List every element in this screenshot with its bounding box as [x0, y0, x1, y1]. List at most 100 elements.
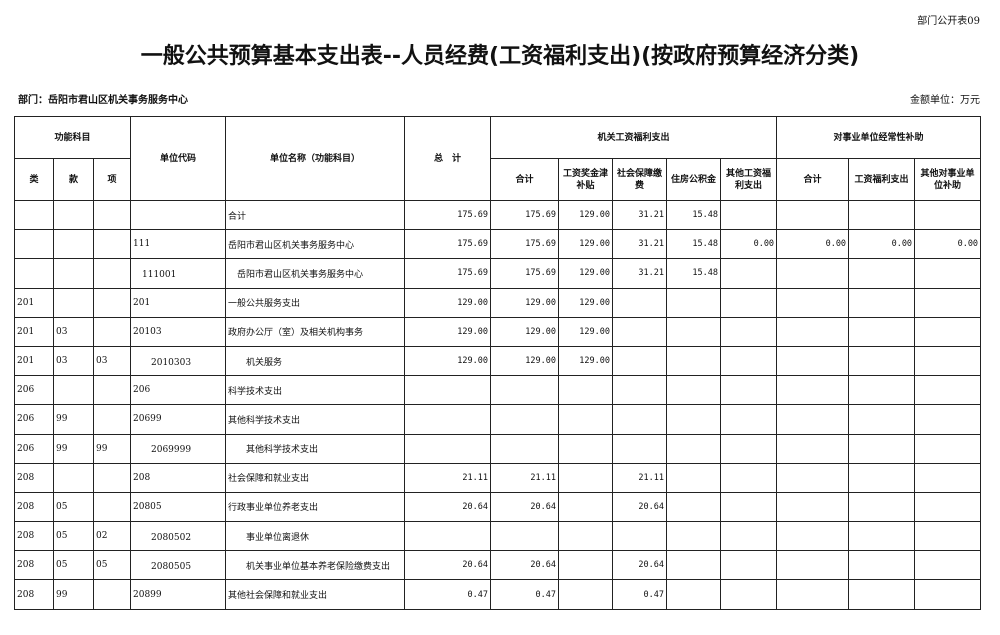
table-cell: [719, 404, 778, 435]
table-cell: 206: [14, 375, 54, 406]
table-cell: [914, 550, 982, 581]
table-cell: [558, 462, 613, 493]
unit-label: 金额单位：万元: [910, 95, 980, 106]
header-g1: 社会保障缴费: [612, 158, 667, 201]
table-cell: [848, 258, 916, 289]
table-cell: [558, 579, 613, 610]
table-cell: [914, 462, 982, 493]
table-cell: 03: [93, 345, 131, 377]
table-cell: 2069999: [130, 433, 226, 464]
table-cell: 129.00: [558, 258, 613, 289]
table-cell: [776, 433, 850, 464]
table-row: 201 03 03 2010303 机关服务 129.00 129.00 129.00: [14, 345, 982, 377]
table-cell: 208: [14, 579, 54, 610]
table-cell: 99: [53, 579, 94, 610]
table-cell: [914, 579, 982, 610]
table-cell: [848, 579, 916, 610]
table-cell: [719, 579, 778, 610]
table-cell: 05: [53, 491, 94, 523]
table-cell: 201: [14, 316, 54, 347]
header-func: 功能科目: [14, 116, 131, 159]
table-cell: 20.64: [404, 491, 491, 523]
table-cell: [558, 491, 613, 523]
table-cell: [666, 287, 721, 318]
table-cell: 129.00: [558, 229, 613, 260]
header-g1: 合计: [490, 158, 559, 201]
table-cell: [776, 345, 850, 377]
table-cell: 206: [130, 375, 226, 406]
table-row: 111 岳阳市君山区机关事务服务中心 175.69 175.69 129.00 31.21…: [14, 229, 982, 260]
table-cell: 其他科学技术支出: [225, 404, 405, 435]
table-cell: 208: [14, 550, 54, 581]
table-cell: 0.00: [914, 229, 982, 260]
table-cell: 20.64: [404, 550, 491, 581]
header-g1: 工资奖金津补贴: [558, 158, 613, 201]
table-cell: [612, 521, 667, 552]
table-cell: [404, 433, 491, 464]
header-total: 总 计: [404, 116, 491, 201]
table-cell: [666, 404, 721, 435]
table-cell: 05: [53, 521, 94, 552]
table-cell: [93, 491, 131, 523]
table-cell: 175.69: [404, 258, 491, 289]
table-cell: [130, 199, 226, 231]
table-cell: 31.21: [612, 258, 667, 289]
table-cell: [93, 375, 131, 406]
table-cell: 31.21: [612, 199, 667, 231]
table-cell: 206: [14, 433, 54, 464]
table-row: 206 99 99 2069999 其他科学技术支出: [14, 433, 982, 464]
table-cell: [93, 199, 131, 231]
table-cell: 111: [130, 229, 226, 260]
budget-table: 功能科目 单位代码 单位名称（功能科目） 总 计 机关工资福利支出 对事业单位经…: [14, 116, 982, 610]
table-cell: [612, 433, 667, 464]
table-cell: [719, 199, 778, 231]
form-code: 部门公开表09: [917, 16, 980, 27]
table-cell: 21.11: [612, 462, 667, 493]
table-cell: 175.69: [490, 199, 559, 231]
table-cell: 机关事业单位基本养老保险缴费支出: [225, 550, 405, 581]
table-cell: [719, 462, 778, 493]
table-cell: [776, 550, 850, 581]
page-title: 一般公共预算基本支出表--人员经费(工资福利支出)(按政府预算经济分类): [140, 44, 860, 69]
table-cell: [404, 521, 491, 552]
table-cell: 社会保障和就业支出: [225, 462, 405, 493]
table-cell: 208: [14, 462, 54, 493]
table-cell: [14, 199, 54, 231]
table-cell: 其他科学技术支出: [225, 433, 405, 464]
table-cell: [719, 521, 778, 552]
table-cell: 事业单位离退休: [225, 521, 405, 552]
table-cell: [612, 345, 667, 377]
table-cell: [848, 199, 916, 231]
table-cell: [666, 462, 721, 493]
table-cell: [848, 521, 916, 552]
table-row: 208 05 02 2080502 事业单位离退休: [14, 521, 982, 552]
table-cell: [53, 287, 94, 318]
table-row: 合计 175.69 175.69 129.00 31.21 15.48: [14, 199, 982, 231]
table-cell: [914, 287, 982, 318]
table-cell: 合计: [225, 199, 405, 231]
table-row: 111001 岳阳市君山区机关事务服务中心 175.69 175.69 129.00 3…: [14, 258, 982, 289]
table-cell: [776, 258, 850, 289]
table-cell: 一般公共服务支出: [225, 287, 405, 318]
table-cell: [776, 404, 850, 435]
table-cell: [612, 404, 667, 435]
table-cell: [914, 199, 982, 231]
table-cell: [53, 462, 94, 493]
header-group1: 机关工资福利支出: [489, 116, 778, 159]
table-cell: [490, 404, 559, 435]
table-row: 206 206 科学技术支出: [14, 375, 982, 406]
table-cell: 208: [130, 462, 226, 493]
table-cell: [848, 491, 916, 523]
table-cell: [666, 550, 721, 581]
table-cell: [914, 258, 982, 289]
table-cell: [490, 521, 559, 552]
table-cell: [612, 316, 667, 347]
table-cell: [558, 521, 613, 552]
table-cell: [612, 375, 667, 406]
table-cell: 129.00: [558, 287, 613, 318]
table-cell: [666, 316, 721, 347]
table-cell: [666, 521, 721, 552]
table-cell: [666, 491, 721, 523]
header-g2: 其他对事业单位补助: [914, 158, 982, 201]
table-cell: 0.00: [848, 229, 916, 260]
